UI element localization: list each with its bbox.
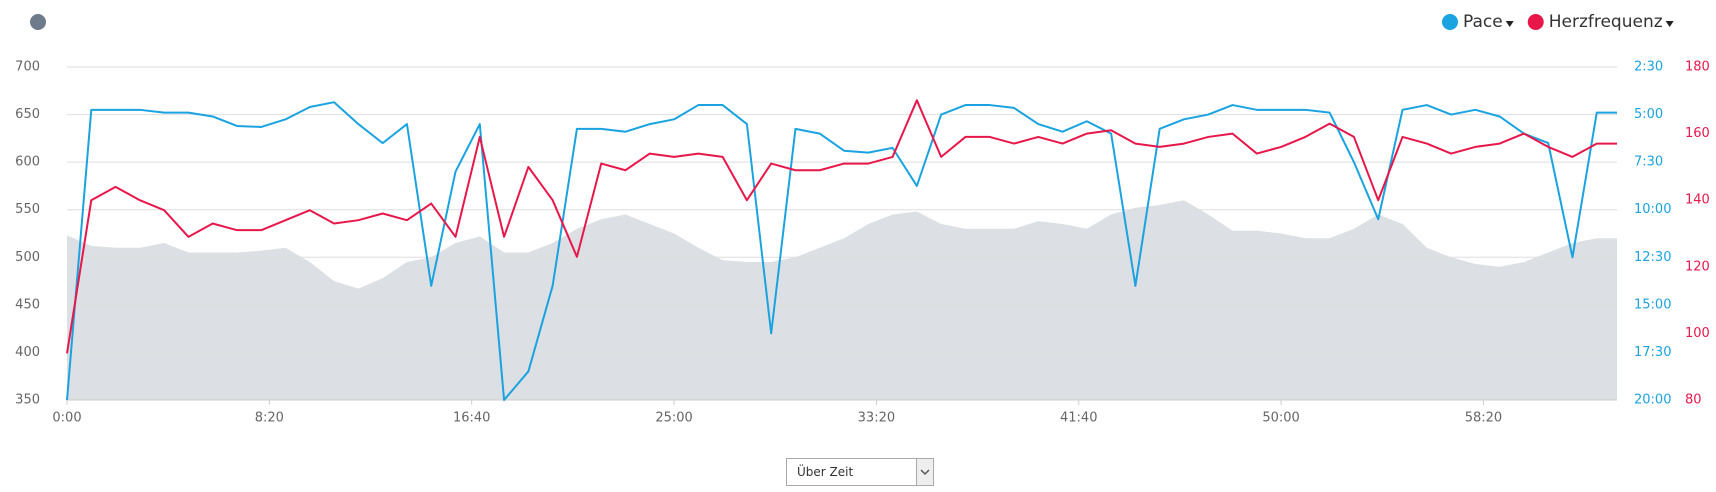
- x-tick-label: 16:40: [453, 411, 490, 426]
- y-tick-label: 600: [15, 155, 40, 170]
- y-tick-label: 650: [15, 107, 40, 122]
- y3-tick-label: 160: [1685, 126, 1710, 141]
- y-tick-label: 400: [15, 345, 40, 360]
- legend-caret[interactable]: [1665, 21, 1674, 27]
- legend-label[interactable]: Pace: [1463, 12, 1503, 32]
- x-tick-label: 50:00: [1262, 411, 1299, 426]
- legend-caret[interactable]: [1505, 21, 1514, 27]
- y2-tick-label: 2:30: [1634, 60, 1663, 75]
- y-tick-label: 700: [15, 60, 40, 75]
- y2-tick-label: 17:30: [1634, 345, 1671, 360]
- x-tick-label: 8:20: [255, 411, 284, 426]
- y3-tick-label: 80: [1685, 393, 1702, 408]
- y3-tick-label: 140: [1685, 193, 1710, 208]
- x-tick-label: 41:40: [1060, 411, 1097, 426]
- series-line: [66, 101, 1617, 401]
- y-tick-label: 450: [15, 297, 40, 312]
- mode-select-label: Über Zeit: [797, 465, 854, 479]
- series-line: [66, 99, 1617, 354]
- y2-tick-label: 10:00: [1634, 202, 1671, 217]
- y3-tick-label: 120: [1685, 259, 1710, 274]
- y2-tick-label: 15:00: [1634, 297, 1671, 312]
- chart: 350 400 450 500 550 600 650 700 2:30 5:00 7:30 10:0…: [15, 12, 1710, 426]
- y2-tick-label: 12:30: [1634, 250, 1671, 265]
- x-tick-label: 58:20: [1465, 411, 1502, 426]
- y-tick-label: 550: [15, 202, 40, 217]
- y2-tick-label: 20:00: [1634, 393, 1671, 408]
- mode-select[interactable]: Über Zeit: [786, 458, 934, 486]
- arrow-icon: [920, 469, 930, 476]
- menu-dot[interactable]: [30, 14, 46, 30]
- select-arrow: [916, 459, 933, 485]
- x-tick-label: 0:00: [52, 411, 81, 426]
- x-tick-label: 25:00: [655, 411, 692, 426]
- y-tick-label: 350: [15, 393, 40, 408]
- legend-marker[interactable]: [1527, 14, 1544, 30]
- legend-label[interactable]: Herzfrequenz: [1549, 12, 1663, 32]
- y3-tick-label: 180: [1685, 60, 1710, 75]
- y3-tick-label: 100: [1685, 326, 1710, 341]
- y2-tick-label: 5:00: [1634, 107, 1663, 122]
- x-tick-label: 33:20: [858, 411, 895, 426]
- y-tick-label: 500: [15, 250, 40, 265]
- legend-marker[interactable]: [1442, 14, 1458, 30]
- elevation-area: [67, 200, 1617, 400]
- y2-tick-label: 7:30: [1634, 155, 1663, 170]
